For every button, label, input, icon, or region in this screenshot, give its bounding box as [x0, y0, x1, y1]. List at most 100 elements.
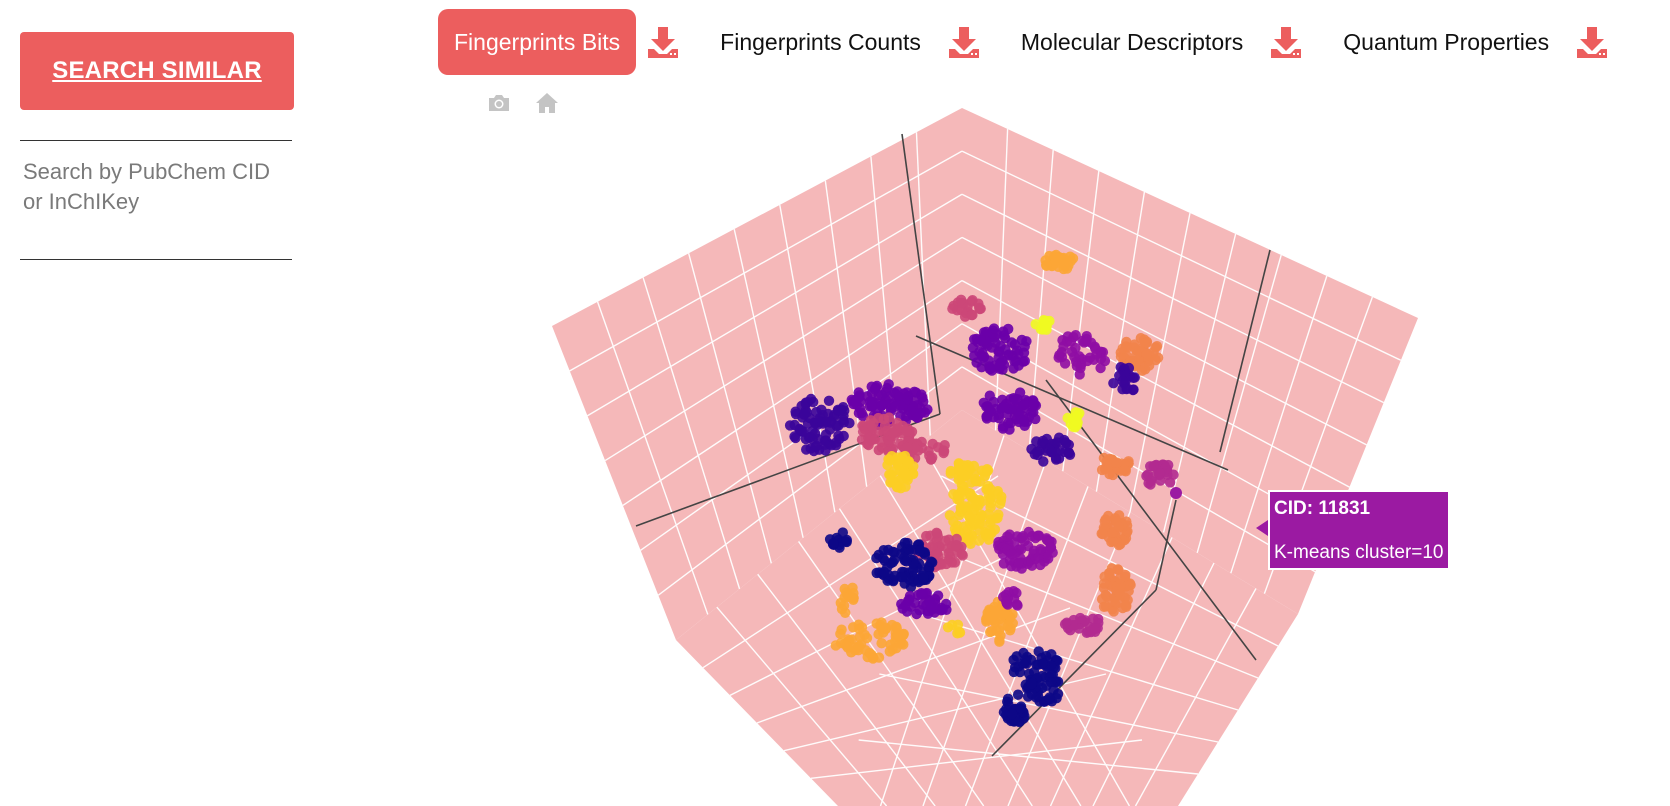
data-point [967, 295, 978, 306]
data-point [986, 342, 997, 353]
data-point [951, 533, 962, 545]
data-point [971, 475, 982, 487]
data-point [999, 330, 1010, 341]
data-point [1065, 336, 1077, 347]
grid-line [810, 739, 1143, 780]
data-point [912, 412, 923, 423]
data-point [943, 548, 954, 559]
data-point [891, 621, 902, 632]
data-point [1000, 344, 1011, 355]
data-point [876, 400, 887, 412]
data-point [925, 454, 937, 465]
data-point [805, 393, 817, 405]
data-point [959, 521, 970, 532]
tab-fingerprints-counts[interactable]: Fingerprints Counts [720, 28, 921, 55]
data-point [901, 411, 912, 422]
data-point [993, 352, 1004, 364]
grid-line [920, 541, 1259, 679]
home-icon[interactable] [534, 90, 560, 116]
data-point [884, 646, 895, 657]
data-point [1117, 375, 1128, 387]
data-point [802, 418, 814, 429]
data-point [856, 622, 868, 633]
search-similar-button[interactable]: SEARCH SIMILAR [20, 32, 294, 110]
data-point [902, 457, 913, 468]
data-point [866, 381, 877, 392]
data-point [990, 403, 1001, 415]
data-point [1068, 614, 1079, 626]
data-point [1008, 586, 1019, 597]
tooltip-cid: CID: 11831 [1274, 498, 1371, 519]
data-point [883, 379, 894, 390]
data-point [937, 604, 948, 615]
download-icon[interactable] [941, 19, 987, 65]
data-point [897, 603, 908, 614]
data-point [978, 351, 990, 362]
data-point [838, 600, 850, 611]
data-point [901, 426, 912, 437]
grid-line [1230, 275, 1328, 574]
data-point [975, 334, 986, 346]
data-point [943, 534, 955, 545]
data-point [916, 588, 927, 599]
data-point [799, 408, 810, 420]
data-point [948, 516, 959, 527]
data-point [1028, 399, 1039, 410]
data-point [1108, 378, 1119, 389]
grid-line [1095, 191, 1146, 492]
data-point [909, 597, 921, 608]
data-point [1016, 544, 1027, 555]
data-point [957, 550, 968, 561]
grid-line [733, 228, 804, 538]
tab-quantum-properties[interactable]: Quantum Properties [1343, 28, 1550, 55]
data-point [1097, 528, 1108, 540]
tab-fingerprints-bits[interactable]: Fingerprints Bits [438, 9, 637, 75]
data-point [890, 401, 901, 412]
plot-modebar [486, 90, 560, 116]
tab-molecular-descriptors[interactable]: Molecular Descriptors [1020, 28, 1244, 55]
data-point [1087, 613, 1099, 624]
data-point [1033, 530, 1045, 541]
data-point [971, 357, 982, 368]
back-left-plane [552, 108, 962, 640]
data-point [988, 323, 1000, 334]
data-point [994, 634, 1005, 646]
data-point [896, 571, 908, 583]
data-point [982, 465, 994, 476]
data-point [1129, 339, 1140, 350]
grid-line [756, 607, 1071, 724]
data-point [1144, 360, 1155, 371]
data-point [932, 590, 944, 601]
data-point [1123, 585, 1134, 597]
data-point [856, 407, 867, 419]
data-point [1018, 400, 1029, 411]
data-point [873, 629, 884, 640]
data-point [887, 427, 899, 439]
search-input[interactable] [20, 141, 292, 259]
data-point [1056, 347, 1068, 358]
scatter-3d-plot[interactable] [430, 100, 1670, 806]
download-icon[interactable] [1569, 19, 1615, 65]
data-point [1018, 416, 1030, 427]
download-icon[interactable] [640, 19, 686, 65]
data-point [1151, 341, 1163, 352]
data-point [899, 537, 911, 548]
data-point [962, 460, 973, 471]
data-point [1033, 646, 1044, 657]
data-point [1030, 413, 1041, 425]
data-point [847, 582, 858, 593]
data-point [1006, 708, 1018, 720]
grid-line [622, 279, 963, 507]
search-field [20, 140, 292, 260]
camera-icon[interactable] [486, 90, 512, 116]
data-point [878, 566, 890, 578]
hovered-point [1170, 487, 1182, 499]
data-point [1111, 457, 1123, 468]
data-point [985, 363, 996, 374]
download-icon[interactable] [1263, 19, 1309, 65]
data-point [1119, 464, 1130, 476]
data-point [1002, 417, 1014, 429]
data-point [1082, 355, 1093, 367]
data-point [1002, 693, 1014, 704]
data-point [1010, 394, 1021, 405]
